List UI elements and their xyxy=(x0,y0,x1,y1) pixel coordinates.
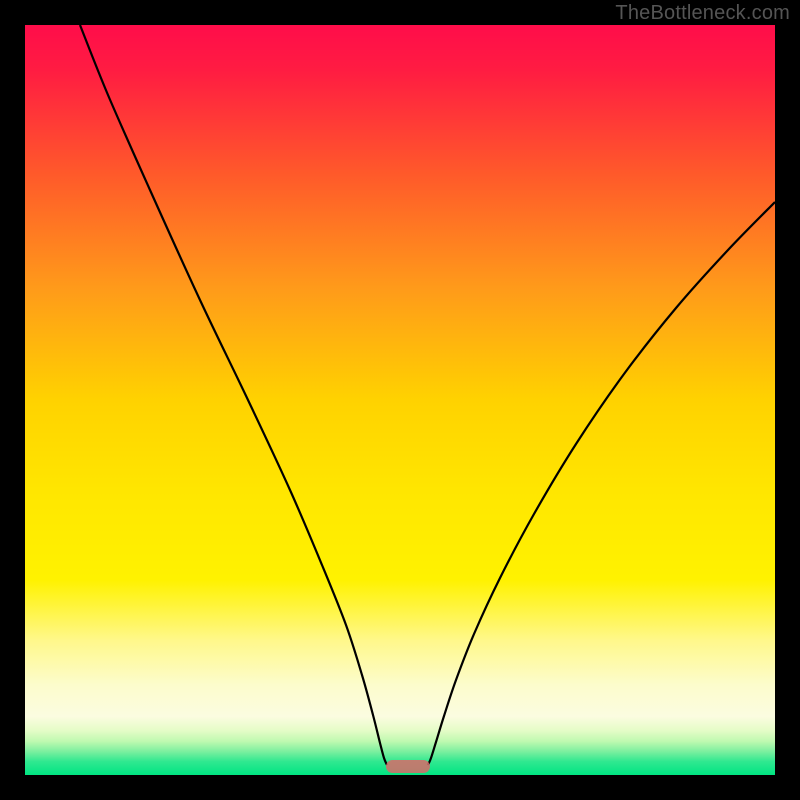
bottleneck-chart xyxy=(0,0,800,800)
gradient-background xyxy=(25,25,775,775)
valley-marker xyxy=(386,760,430,773)
watermark-text: TheBottleneck.com xyxy=(615,2,790,25)
chart-container: TheBottleneck.com xyxy=(0,0,800,800)
